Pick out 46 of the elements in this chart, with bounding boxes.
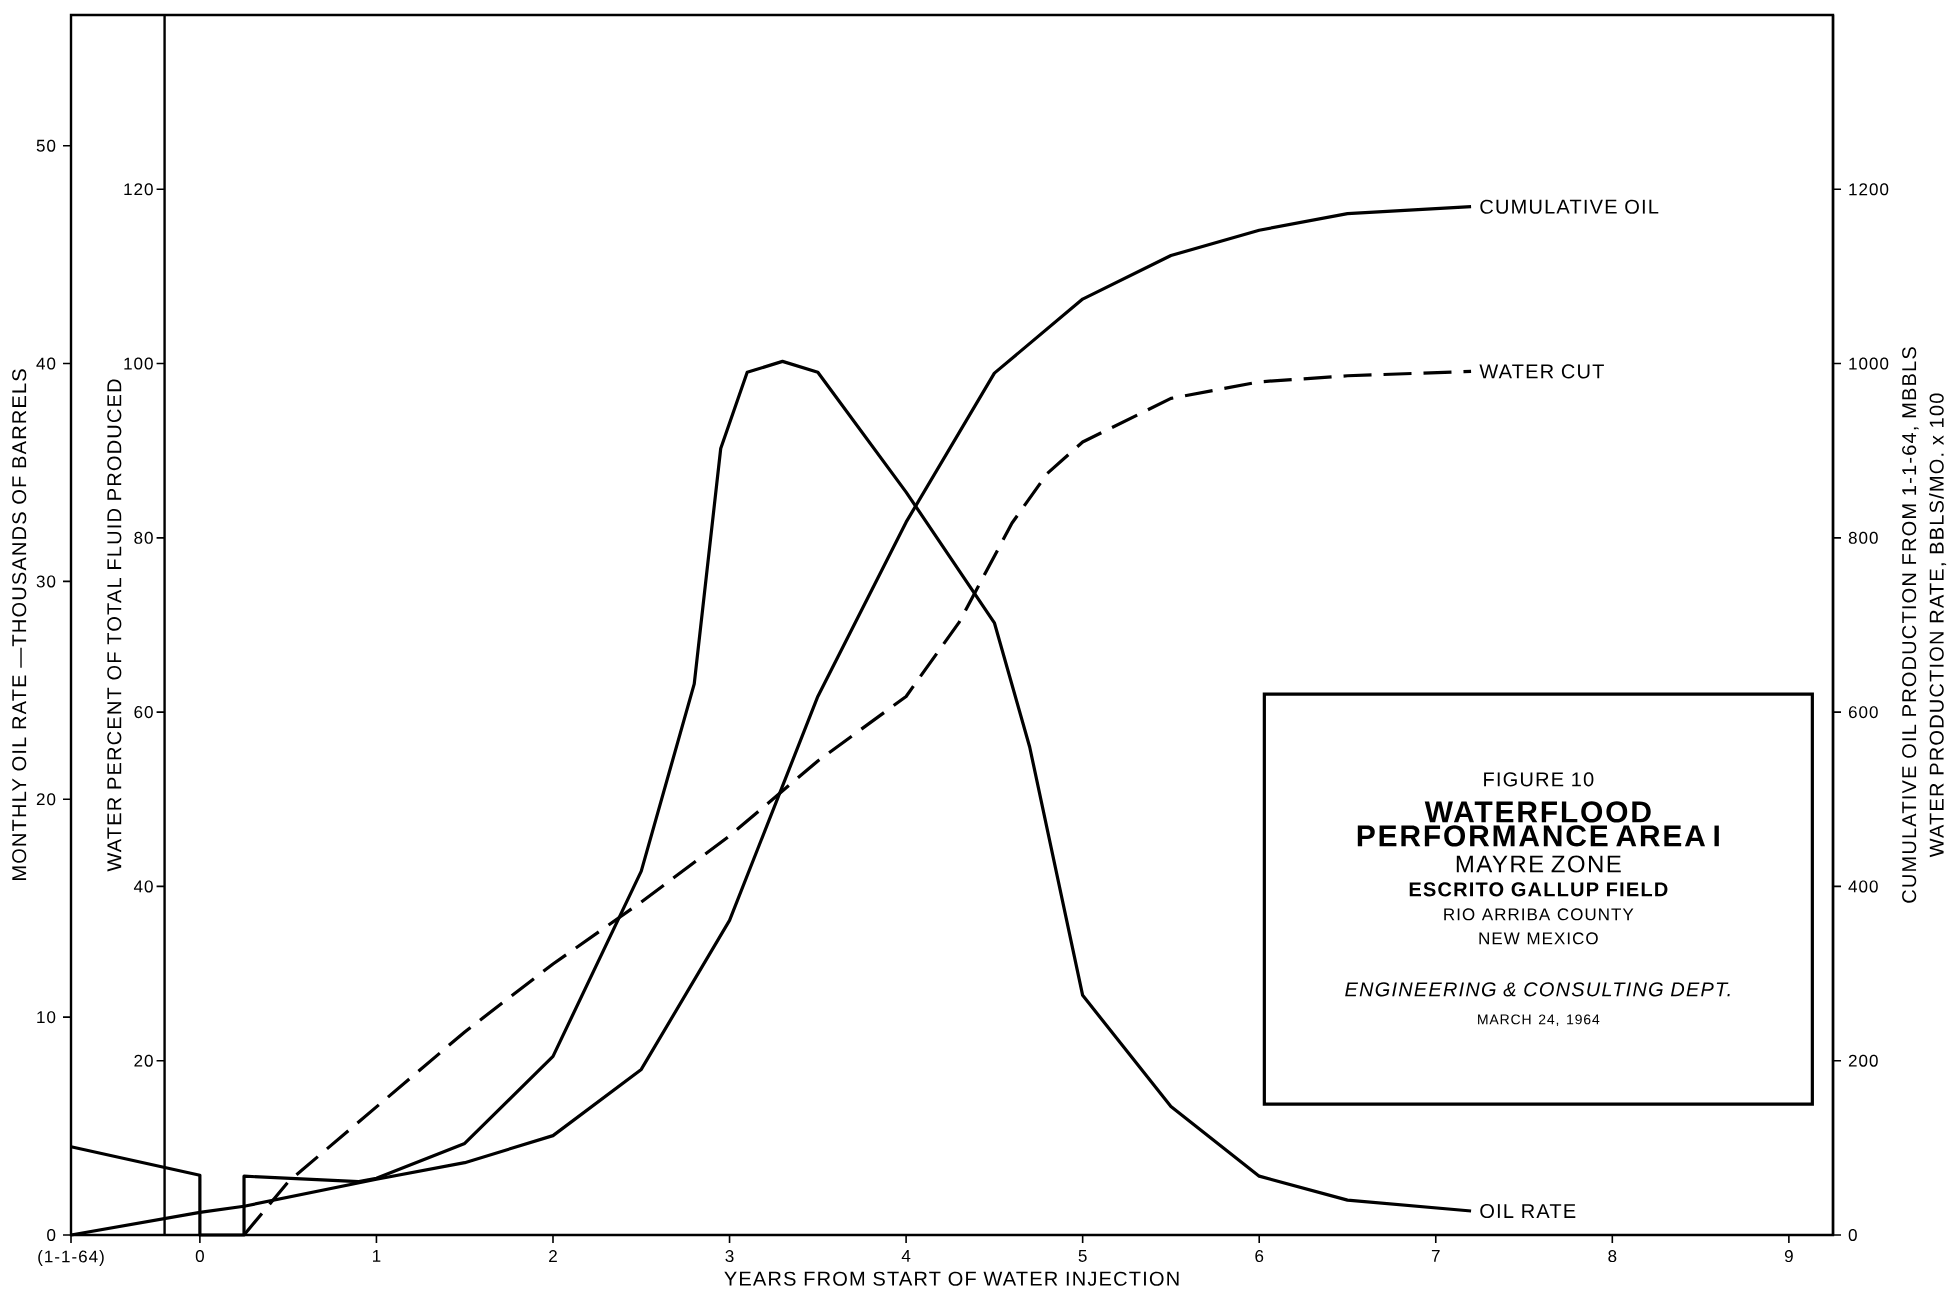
x-tick-label: 2 [549, 1250, 557, 1262]
x-tick-label: 0 [195, 1250, 204, 1263]
y-tick-label: 40 [36, 357, 56, 370]
y2-tick-label: 60 [134, 706, 153, 719]
x-tick-label: 4 [901, 1250, 911, 1262]
y3-tick-label: 400 [1848, 880, 1878, 893]
x-tick-label: 9 [1784, 1250, 1793, 1263]
y3-tick-label: 600 [1848, 706, 1878, 719]
y2-axis-title: WATER PERCENT OF TOTAL FLUID PRODUCED [107, 379, 122, 872]
annotation: MARCH 24, 1964 [1478, 1014, 1600, 1026]
y-axis-title: MONTHLY OIL RATE —THOUSANDS OF BARRELS [12, 369, 27, 880]
y-tick-label: 0 [47, 1228, 56, 1241]
text: WATERFLOOD PERFORMANCE AREA I [1357, 801, 1719, 847]
x-tick-label: 3 [725, 1250, 734, 1263]
x-tick-label: 8 [1608, 1250, 1617, 1263]
y-tick-label: 30 [36, 575, 56, 588]
annotation: RIO ARRIBA COUNTY [1444, 908, 1634, 921]
series-label: OIL RATE [1480, 1203, 1576, 1219]
x-tick-label: 6 [1255, 1250, 1264, 1263]
text: WATER PRODUCTION RATE, BBLS/MO. x 100 [1929, 393, 1947, 858]
annotation: ESCRITO GALLUP FIELD [1409, 882, 1668, 897]
y-tick-label: 20 [36, 793, 56, 806]
x-tick-label: (1-1-64) [38, 1250, 104, 1266]
y3-tick-label: 0 [1848, 1228, 1857, 1241]
y-tick-label: 10 [37, 1011, 56, 1024]
y2-tick-label: 80 [134, 531, 153, 544]
y2-tick-label: 120 [124, 183, 153, 196]
y2-tick-label: 40 [133, 880, 153, 893]
x-tick-label: 5 [1078, 1250, 1087, 1262]
annotation: MAYRE ZONE [1456, 855, 1621, 873]
y3-tick-label: 1000 [1849, 357, 1889, 370]
x-tick-label: 7 [1431, 1250, 1440, 1262]
y3-tick-label: 800 [1848, 531, 1878, 544]
y3-tick-label: 200 [1848, 1054, 1878, 1067]
y2-tick-label: 100 [124, 357, 153, 370]
x-axis-title: YEARS FROM START OF WATER INJECTION [724, 1271, 1179, 1286]
series-label: WATER CUT [1479, 364, 1604, 379]
annotation: ENGINEERING & CONSULTING DEPT. [1345, 982, 1730, 997]
series-label: CUMULATIVE OIL [1480, 199, 1659, 214]
x-tick-label: 1 [373, 1250, 381, 1262]
y3-tick-label: 1200 [1849, 183, 1889, 196]
annotation: NEW MEXICO [1479, 932, 1598, 945]
text: FIGURE 10 [1484, 772, 1594, 787]
y2-tick-label: 20 [134, 1054, 153, 1067]
y-tick-label: 50 [36, 139, 56, 152]
y3-axis-title: CUMULATIVE OIL PRODUCTION FROM 1-1-64, MBBLS [1902, 347, 1919, 903]
